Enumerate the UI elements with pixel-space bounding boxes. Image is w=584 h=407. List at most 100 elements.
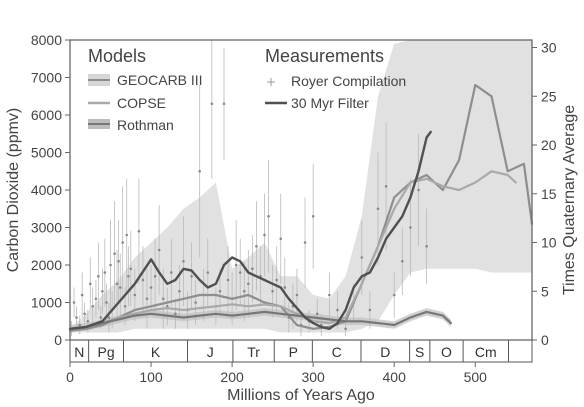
royer-point bbox=[118, 286, 122, 289]
royer-point bbox=[198, 169, 201, 173]
y-left-tick-label: 3000 bbox=[31, 220, 62, 236]
x-tick-label: 500 bbox=[464, 369, 488, 385]
royer-point bbox=[91, 304, 94, 308]
x-axis-title: Millions of Years Ago bbox=[227, 387, 375, 404]
period-label-k: K bbox=[151, 344, 161, 360]
royer-point bbox=[121, 241, 124, 244]
royer-point bbox=[149, 286, 153, 289]
legend-royer-label: Royer Compilation bbox=[291, 73, 406, 89]
royer-point bbox=[99, 316, 103, 319]
royer-point bbox=[113, 252, 116, 256]
royer-point bbox=[255, 244, 258, 248]
royer-point bbox=[360, 256, 364, 259]
royer-point bbox=[384, 184, 388, 188]
royer-point bbox=[141, 278, 145, 282]
royer-point bbox=[157, 248, 161, 252]
line-30-myr-filter bbox=[68, 130, 432, 330]
royer-point bbox=[283, 286, 287, 289]
x-tick-label: 0 bbox=[66, 369, 74, 385]
royer-point bbox=[178, 289, 181, 293]
period-label-pg: Pg bbox=[98, 344, 115, 360]
y-left-tick-label: 2000 bbox=[31, 257, 62, 273]
y-left-tick-label: 8000 bbox=[31, 32, 62, 48]
period-label-p: P bbox=[289, 344, 298, 360]
y-left-tick-label: 0 bbox=[54, 332, 62, 348]
royer-point bbox=[165, 304, 169, 308]
royer-point bbox=[123, 304, 127, 308]
period-label-cm: Cm bbox=[475, 344, 497, 360]
royer-point bbox=[194, 301, 197, 304]
royer-point bbox=[125, 233, 129, 237]
x-tick-label: 400 bbox=[383, 369, 407, 385]
royer-point bbox=[328, 293, 331, 297]
royer-point bbox=[101, 289, 104, 293]
royer-point bbox=[75, 316, 78, 319]
royer-point bbox=[311, 214, 315, 218]
x-tick-label: 300 bbox=[301, 369, 325, 385]
royer-point bbox=[222, 102, 226, 106]
x-tick-label: 200 bbox=[220, 369, 244, 385]
plot-frame bbox=[69, 39, 533, 341]
period-label-n: N bbox=[74, 344, 84, 360]
royer-point bbox=[105, 301, 108, 304]
legend-rothman-label: Rothman bbox=[117, 117, 174, 133]
legend-copse-label: COPSE bbox=[117, 95, 166, 111]
y-left-tick-label: 5000 bbox=[31, 145, 62, 161]
royer-point bbox=[107, 316, 111, 319]
royer-point bbox=[127, 274, 130, 278]
royer-point bbox=[242, 289, 246, 293]
royer-point bbox=[109, 263, 112, 267]
royer-point bbox=[226, 278, 230, 282]
royer-point bbox=[392, 293, 396, 297]
royer-point bbox=[267, 214, 270, 218]
y-right-tick-label: 15 bbox=[541, 186, 557, 202]
royer-point bbox=[279, 237, 283, 241]
y-axis-right-title: Times Quaternary Average bbox=[561, 105, 578, 295]
period-label-o: O bbox=[441, 344, 452, 360]
series-lines bbox=[68, 83, 534, 332]
royer-point bbox=[376, 207, 380, 211]
royer-point bbox=[86, 319, 90, 323]
y-left-tick-label: 7000 bbox=[31, 70, 62, 86]
x-tick-label: 100 bbox=[139, 369, 163, 385]
period-strip: N Pg K J Tr P C D S O Cm bbox=[69, 339, 533, 363]
y-right-tick-label: 25 bbox=[541, 88, 557, 104]
royer-point bbox=[83, 312, 86, 316]
royer-point bbox=[401, 259, 404, 263]
royer-point bbox=[94, 297, 98, 301]
royer-point bbox=[409, 226, 412, 229]
royer-point bbox=[78, 323, 82, 327]
royer-point bbox=[234, 263, 238, 267]
royer-point bbox=[206, 271, 210, 274]
legend: Models Measurements GEOCARB III COPSE Ro… bbox=[88, 46, 406, 133]
royer-point bbox=[303, 241, 307, 244]
legend-measurements-title: Measurements bbox=[265, 46, 384, 66]
line-geocarb-iii bbox=[68, 83, 534, 332]
y-right-tick-label: 30 bbox=[541, 40, 557, 56]
royer-point bbox=[275, 278, 278, 282]
period-label-c: C bbox=[332, 344, 342, 360]
royer-point bbox=[88, 282, 92, 286]
royer-point bbox=[315, 312, 319, 316]
period-label-d: D bbox=[380, 344, 390, 360]
uncertainty-bands bbox=[70, 40, 532, 333]
royer-point bbox=[170, 271, 173, 274]
line-rothman bbox=[68, 310, 452, 330]
royer-point bbox=[161, 297, 165, 301]
royer-point bbox=[247, 282, 250, 286]
y-left-tick-label: 4000 bbox=[31, 182, 62, 198]
royer-point bbox=[295, 293, 299, 297]
period-label-tr: Tr bbox=[247, 344, 260, 360]
royer-point bbox=[344, 327, 347, 331]
legend-geocarb-label: GEOCARB III bbox=[117, 72, 203, 88]
y-right-tick-label: 5 bbox=[541, 283, 549, 299]
royer-point bbox=[133, 293, 137, 297]
royer-point bbox=[129, 267, 133, 271]
royer-point bbox=[115, 282, 119, 286]
y-axis-left-title: Carbon Dioxide (ppmv) bbox=[5, 108, 22, 273]
royer-point bbox=[117, 259, 120, 263]
royer-point bbox=[218, 289, 222, 293]
royer-point bbox=[182, 259, 185, 263]
royer-point bbox=[80, 293, 84, 297]
period-label-j: J bbox=[207, 344, 214, 360]
